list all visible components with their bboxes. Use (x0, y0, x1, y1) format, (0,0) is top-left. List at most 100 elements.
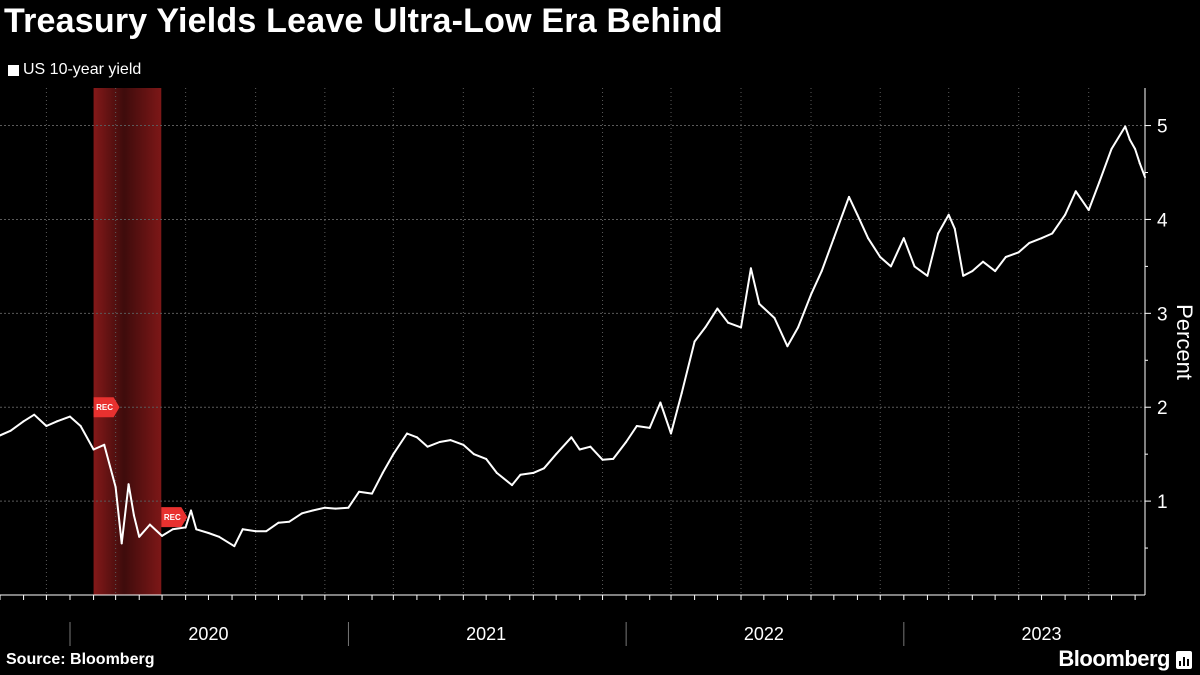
data-point (625, 440, 628, 443)
data-point (1138, 162, 1141, 165)
data-point (994, 270, 997, 273)
y-tick-label: 3 (1157, 304, 1168, 325)
data-point (184, 526, 187, 529)
data-point (947, 213, 950, 216)
data-point (1004, 256, 1007, 258)
recession-end-marker-shape (161, 507, 188, 528)
data-point (981, 260, 984, 263)
data-point (856, 213, 859, 216)
data-point (161, 534, 164, 537)
legend-swatch (8, 64, 19, 76)
data-point (22, 420, 25, 423)
data-point (426, 445, 429, 448)
data-point (810, 293, 813, 296)
recession-start-marker-label: REC (96, 403, 113, 412)
data-point (786, 345, 789, 348)
data-point (635, 425, 638, 427)
data-point (68, 415, 71, 418)
y-tick-label: 4 (1157, 210, 1168, 231)
brand-badge-icon (1176, 651, 1192, 669)
data-point (371, 492, 374, 495)
legend-label: US 10-year yield (23, 61, 142, 78)
data-point (1051, 232, 1054, 235)
data-point (937, 232, 940, 235)
data-point (1064, 213, 1067, 216)
data-point (33, 413, 36, 416)
data-point (971, 270, 974, 273)
data-point (241, 528, 244, 531)
brand-logo: Bloomberg (1058, 646, 1170, 671)
y-axis-label: Percent (1172, 304, 1197, 380)
x-tick-label: 2023 (1022, 624, 1062, 644)
data-point (879, 256, 882, 258)
y-tick-label: 1 (1157, 492, 1168, 513)
data-point (704, 326, 707, 329)
data-point (612, 457, 615, 460)
data-point (848, 195, 851, 198)
data-point (233, 545, 236, 548)
data-point (902, 237, 905, 240)
data-point (740, 326, 743, 329)
data-point (578, 448, 581, 451)
data-point (670, 432, 673, 435)
data-point (1134, 148, 1137, 151)
data-point (127, 483, 130, 486)
data-point (601, 458, 604, 461)
data-point (132, 514, 135, 517)
data-point (758, 302, 761, 305)
data-point (120, 542, 123, 545)
y-tick-label: 5 (1157, 117, 1168, 138)
data-point (485, 457, 488, 460)
data-point (589, 445, 592, 448)
data-point (472, 453, 475, 456)
data-point (797, 326, 800, 329)
data-point (277, 521, 280, 524)
data-point (462, 443, 465, 446)
data-point (820, 270, 823, 273)
data-point (693, 340, 696, 343)
data-point (103, 443, 106, 446)
recession-shading (93, 88, 162, 595)
data-point (1128, 138, 1131, 141)
data-point (311, 509, 314, 512)
data-point (207, 532, 210, 535)
data-point (9, 429, 12, 432)
data-point (1098, 180, 1101, 183)
data-point (1087, 209, 1090, 212)
data-point (265, 530, 268, 533)
data-point (415, 436, 418, 439)
recession-end-marker-label: REC (164, 513, 181, 522)
chart-title: Treasury Yields Leave Ultra-Low Era Behi… (4, 2, 723, 40)
data-point (716, 307, 719, 310)
data-point (1017, 251, 1020, 254)
data-point (0, 434, 1, 437)
data-point (114, 486, 117, 489)
data-point (323, 506, 326, 509)
data-point (542, 467, 545, 470)
data-point (148, 523, 151, 526)
data-point (288, 520, 291, 523)
data-point (511, 484, 514, 487)
data-point (334, 507, 337, 510)
data-point (659, 401, 662, 404)
legend: US 10-year yield (8, 61, 141, 79)
recession-start-marker-shape (93, 397, 120, 418)
data-point (773, 317, 776, 320)
data-point (195, 528, 198, 531)
data-point (926, 274, 929, 277)
y-tick-label: 2 (1157, 398, 1168, 419)
data-point (962, 274, 965, 277)
data-point (347, 506, 350, 509)
data-point (254, 530, 257, 533)
data-point (749, 267, 752, 270)
x-tick-label: 2021 (466, 624, 506, 644)
data-point (138, 535, 141, 538)
data-point (832, 237, 835, 240)
data-point (218, 535, 221, 538)
data-point (392, 453, 395, 456)
data-point (495, 471, 498, 474)
data-point (171, 528, 174, 531)
data-point (189, 509, 192, 512)
source-note: Source: Bloomberg (6, 651, 155, 668)
